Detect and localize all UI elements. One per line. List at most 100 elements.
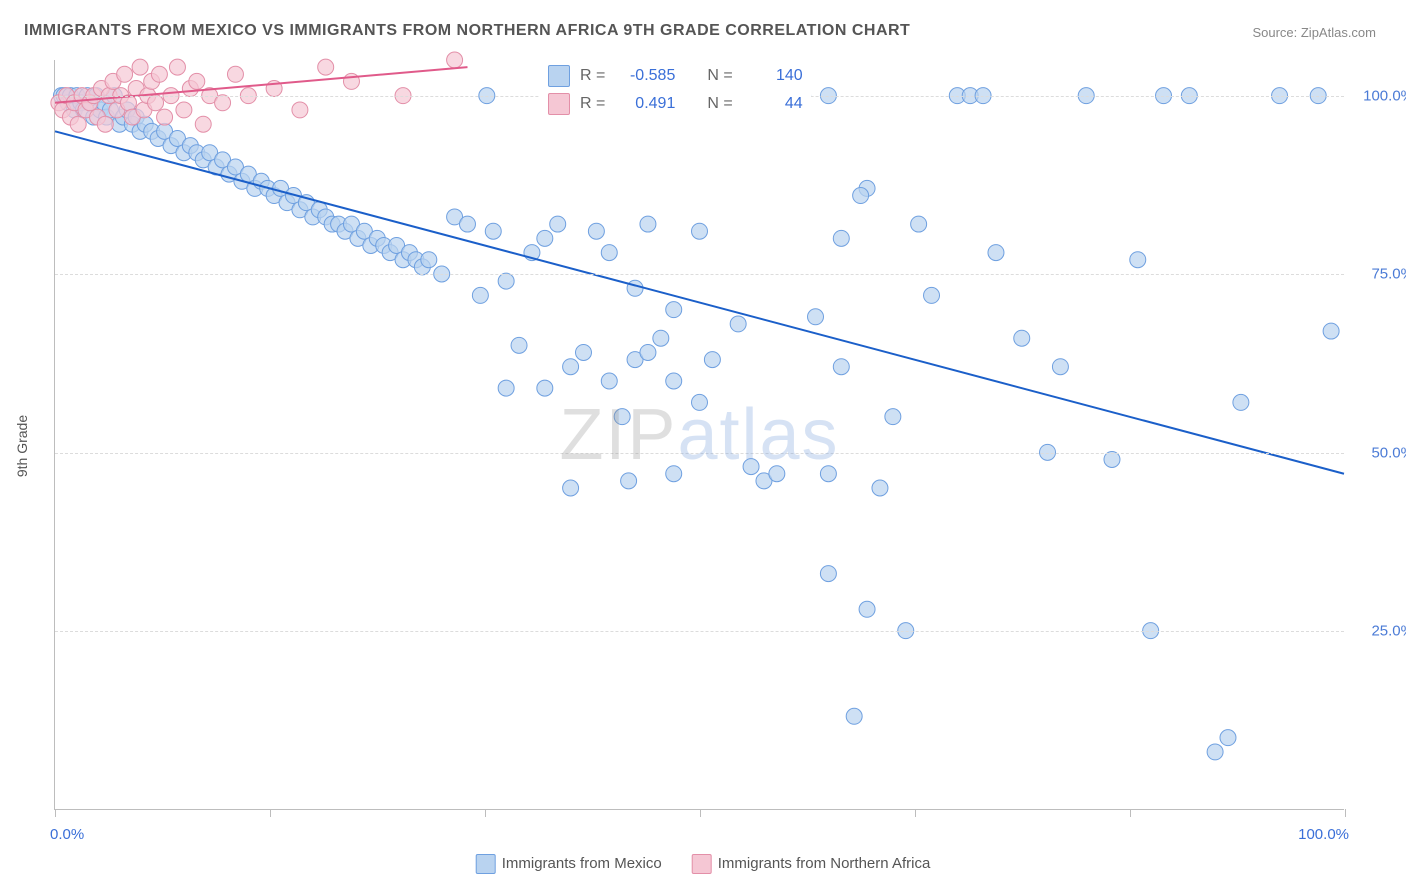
chart-title: IMMIGRANTS FROM MEXICO VS IMMIGRANTS FRO… [24, 22, 910, 40]
scatter-point [1220, 730, 1236, 746]
scatter-point [601, 245, 617, 261]
scatter-point [1233, 394, 1249, 410]
legend-item: Immigrants from Northern Africa [692, 854, 931, 874]
stats-R-label: R = [580, 67, 605, 85]
scatter-point [885, 409, 901, 425]
scatter-point [820, 466, 836, 482]
y-tick-label: 100.0% [1354, 87, 1406, 104]
scatter-point [743, 459, 759, 475]
scatter-point [485, 223, 501, 239]
scatter-point [550, 216, 566, 232]
x-tick [55, 809, 56, 817]
scatter-point [1014, 330, 1030, 346]
scatter-point [176, 102, 192, 118]
scatter-point [157, 109, 173, 125]
legend-swatch [692, 854, 712, 874]
scatter-point [808, 309, 824, 325]
scatter-point [820, 566, 836, 582]
legend-swatch [476, 854, 496, 874]
stats-R-label: R = [580, 95, 605, 113]
scatter-point [653, 330, 669, 346]
scatter-point [1207, 744, 1223, 760]
scatter-point [730, 316, 746, 332]
scatter-point [459, 216, 475, 232]
scatter-point [511, 337, 527, 353]
gridline [55, 453, 1344, 454]
scatter-point [924, 287, 940, 303]
stats-row: R =0.491N =44 [540, 90, 811, 118]
scatter-point [666, 466, 682, 482]
scatter-point [666, 302, 682, 318]
scatter-point [498, 380, 514, 396]
scatter-point [640, 344, 656, 360]
stats-N-value: 140 [743, 67, 803, 85]
scatter-point [97, 116, 113, 132]
stats-swatch [548, 93, 570, 115]
scatter-point [195, 116, 211, 132]
legend-label: Immigrants from Mexico [502, 855, 662, 872]
scatter-point [447, 52, 463, 68]
x-tick [485, 809, 486, 817]
x-tick [1345, 809, 1346, 817]
scatter-point [853, 188, 869, 204]
scatter-point [614, 409, 630, 425]
scatter-point [769, 466, 785, 482]
scatter-point [846, 708, 862, 724]
x-max-label: 100.0% [1298, 826, 1349, 843]
scatter-point [640, 216, 656, 232]
scatter-point [1052, 359, 1068, 375]
x-tick [700, 809, 701, 817]
scatter-point [117, 66, 133, 82]
stats-N-label: N = [707, 67, 732, 85]
stats-swatch [548, 65, 570, 87]
scatter-point [148, 95, 164, 111]
chart-svg [55, 60, 1344, 809]
scatter-point [872, 480, 888, 496]
stats-row: R = -0.585 N = 140 [540, 62, 811, 90]
scatter-point [70, 116, 86, 132]
legend-item: Immigrants from Mexico [476, 854, 662, 874]
scatter-point [498, 273, 514, 289]
scatter-point [563, 480, 579, 496]
plot-area: ZIPatlas 25.0%50.0%75.0%100.0%0.0%100.0% [54, 60, 1344, 810]
source-name: ZipAtlas.com [1301, 25, 1376, 40]
stats-N-value: 44 [743, 95, 803, 113]
scatter-point [563, 359, 579, 375]
scatter-point [227, 66, 243, 82]
y-tick-label: 50.0% [1354, 444, 1406, 461]
scatter-point [833, 230, 849, 246]
source-attribution: Source: ZipAtlas.com [1252, 25, 1376, 40]
scatter-point [215, 95, 231, 111]
scatter-point [151, 66, 167, 82]
scatter-point [704, 352, 720, 368]
legend: Immigrants from Mexico Immigrants from No… [476, 854, 931, 874]
scatter-point [132, 59, 148, 75]
scatter-point [911, 216, 927, 232]
y-tick-label: 75.0% [1354, 266, 1406, 283]
scatter-point [421, 252, 437, 268]
scatter-point [692, 394, 708, 410]
y-axis-label: 9th Grade [14, 415, 30, 477]
scatter-point [169, 59, 185, 75]
scatter-point [1130, 252, 1146, 268]
scatter-point [859, 601, 875, 617]
gridline [55, 274, 1344, 275]
legend-label: Immigrants from Northern Africa [718, 855, 931, 872]
gridline [55, 631, 1344, 632]
scatter-point [537, 380, 553, 396]
stats-box: R =-0.585N =140R =0.491N =44 [540, 62, 811, 118]
scatter-point [833, 359, 849, 375]
stats-R-value: -0.585 [615, 67, 675, 85]
scatter-point [988, 245, 1004, 261]
scatter-point [692, 223, 708, 239]
scatter-point [666, 373, 682, 389]
x-tick [915, 809, 916, 817]
stats-N-label: N = [707, 95, 732, 113]
scatter-point [588, 223, 604, 239]
scatter-point [1323, 323, 1339, 339]
scatter-point [537, 230, 553, 246]
scatter-point [292, 102, 308, 118]
scatter-point [189, 73, 205, 89]
scatter-point [601, 373, 617, 389]
scatter-point [575, 344, 591, 360]
